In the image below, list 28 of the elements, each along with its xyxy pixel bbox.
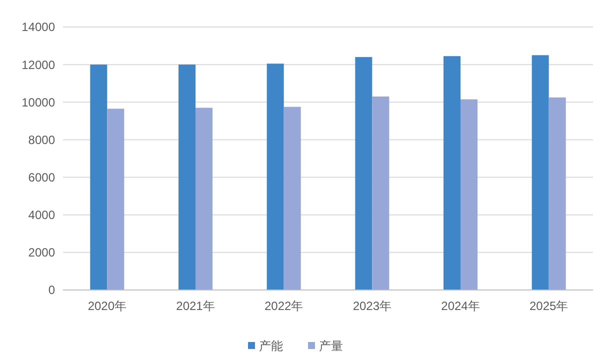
bar bbox=[532, 55, 549, 290]
x-tick-label: 2022年 bbox=[264, 299, 304, 313]
legend-label: 产量 bbox=[319, 339, 343, 354]
y-tick-label: 0 bbox=[48, 283, 56, 298]
bar bbox=[460, 99, 478, 290]
y-tick-label: 14000 bbox=[22, 20, 56, 34]
y-tick-label: 2000 bbox=[28, 246, 56, 260]
x-tick-label: 2021年 bbox=[176, 299, 215, 313]
x-tick-label: 2025年 bbox=[529, 299, 568, 313]
y-tick-label: 10000 bbox=[22, 95, 56, 110]
legend-label: 产能 bbox=[259, 339, 283, 354]
bar bbox=[355, 57, 372, 290]
y-tick-label: 6000 bbox=[28, 170, 56, 184]
bar bbox=[372, 96, 390, 290]
bar bbox=[107, 108, 124, 290]
bar bbox=[90, 64, 108, 290]
y-tick-label: 8000 bbox=[28, 132, 56, 147]
y-tick-label: 12000 bbox=[22, 58, 56, 72]
x-tick-label: 2023年 bbox=[352, 299, 392, 313]
x-tick-label: 2024年 bbox=[441, 299, 480, 313]
bar bbox=[178, 64, 196, 290]
x-tick-label: 2020年 bbox=[88, 299, 127, 313]
bar bbox=[443, 56, 460, 290]
bar bbox=[284, 106, 301, 290]
bar bbox=[548, 97, 566, 290]
y-tick-label: 4000 bbox=[28, 208, 56, 222]
bar bbox=[196, 108, 213, 290]
bar bbox=[266, 64, 284, 290]
